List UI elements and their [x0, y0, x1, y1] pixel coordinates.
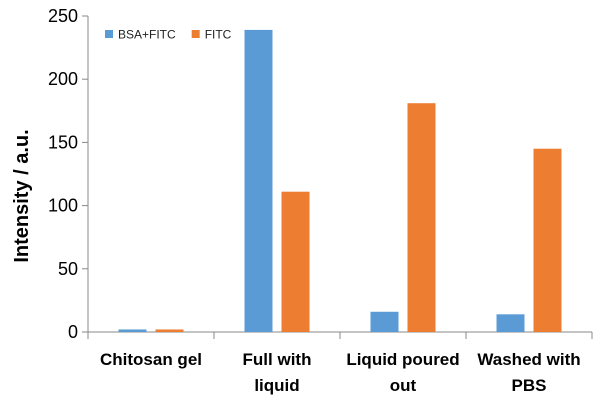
y-axis-title: Intensity / a.u. [11, 129, 33, 262]
legend-swatch [191, 30, 200, 38]
y-tick-label: 150 [48, 132, 78, 152]
bar-fitc [407, 103, 436, 332]
bar-bsa-fitc [118, 329, 147, 332]
x-category-label: Liquid poured out [346, 350, 459, 395]
bar-bsa-fitc [496, 314, 525, 332]
y-axis-ticks: 0 50 100 150 200 250 [48, 6, 88, 342]
y-tick-label: 0 [68, 322, 78, 342]
y-tick-label: 100 [48, 196, 78, 216]
legend-label: BSA+FITC [118, 28, 176, 42]
x-axis-categories: Chitosan gel Full with liquid Liquid poured… [87, 332, 593, 395]
bar-bsa-fitc [244, 29, 273, 333]
y-tick-label: 250 [48, 6, 78, 26]
bar-bsa-fitc [370, 311, 399, 332]
legend-swatch [105, 30, 113, 38]
bar-fitc [155, 329, 184, 332]
y-tick-label: 50 [58, 259, 78, 279]
y-tick-label: 200 [48, 69, 78, 89]
x-category-label: Full with liquid [243, 350, 312, 395]
x-category-label: Washed with PBS [477, 350, 580, 395]
bar-fitc [281, 191, 310, 332]
x-category-label: Chitosan gel [100, 350, 202, 369]
bar-fitc [533, 148, 562, 332]
legend-label: FITC [205, 28, 232, 42]
plot-area [87, 16, 592, 333]
legend: BSA+FITC FITC [105, 28, 232, 42]
